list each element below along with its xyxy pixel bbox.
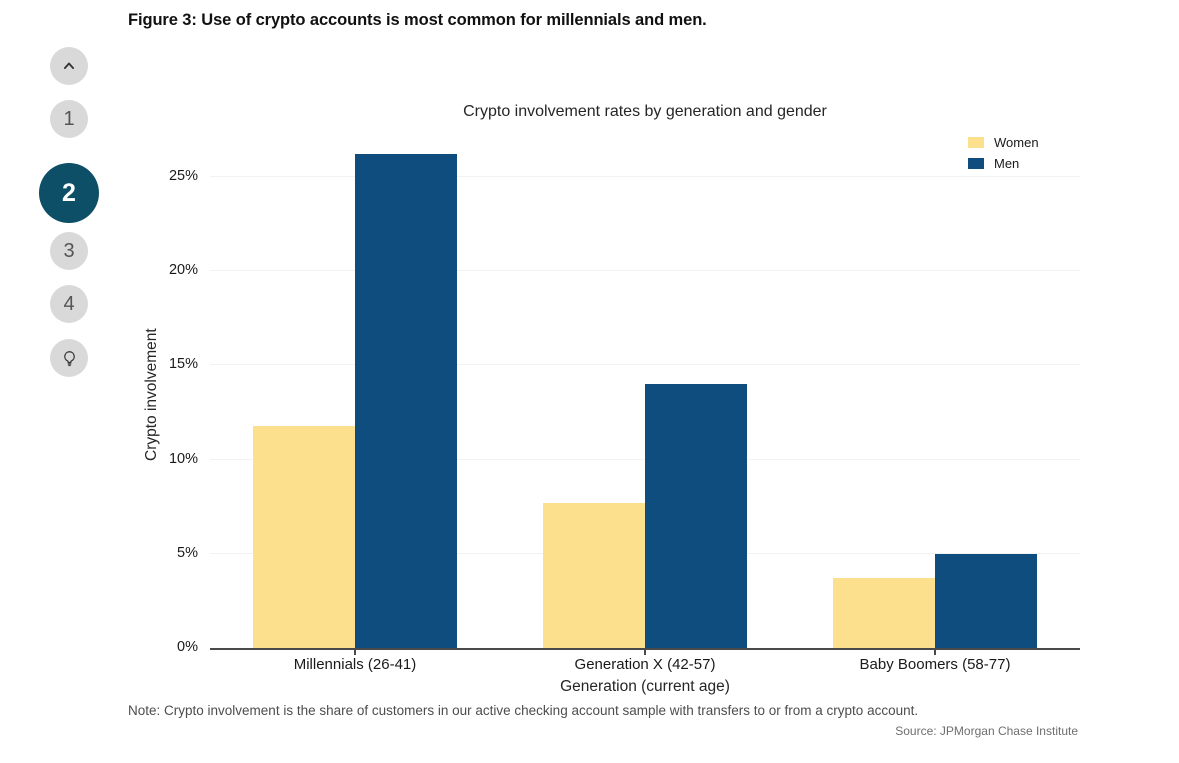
legend-item-women: Women [968, 132, 1039, 153]
gridline [210, 364, 1080, 366]
bar-women-3 [833, 578, 935, 648]
x-axis-tick [354, 650, 356, 655]
y-axis-title: Crypto involvement [143, 328, 160, 462]
legend-item-men: Men [968, 153, 1039, 174]
nav-insights-button[interactable] [50, 339, 88, 377]
footnote: Note: Crypto involvement is the share of… [128, 703, 919, 718]
y-tick-label: 25% [168, 168, 198, 185]
y-tick-label: 0% [177, 639, 198, 655]
x-axis-title: Generation (current age) [560, 678, 730, 695]
x-category-label: Baby Boomers (58-77) [859, 656, 1011, 673]
x-category-label: Millennials (26-41) [293, 656, 417, 673]
scroll-up-button[interactable] [50, 47, 88, 85]
nav-figure-4[interactable]: 4 [50, 285, 88, 323]
legend-label: Men [994, 156, 1020, 171]
plot-area [210, 130, 1080, 650]
chevron-up-icon [59, 56, 79, 76]
nav-figure-3[interactable]: 3 [50, 232, 88, 270]
legend-swatch [968, 137, 984, 148]
source-attribution: Source: JPMorgan Chase Institute [895, 724, 1078, 738]
bar-women-2 [543, 503, 645, 648]
legend: Women Men [968, 132, 1039, 174]
y-tick-label: 5% [177, 544, 198, 561]
x-category-label: Generation X (42-57) [574, 656, 716, 673]
gridline [210, 270, 1080, 272]
legend-label: Women [994, 135, 1039, 150]
chart-title: Crypto involvement rates by generation a… [463, 103, 827, 120]
x-axis-tick [644, 650, 646, 655]
nav-figure-1[interactable]: 1 [50, 100, 88, 138]
legend-swatch [968, 158, 984, 169]
gridline [210, 176, 1080, 178]
y-tick-label: 20% [168, 262, 198, 279]
bar-men-1 [355, 154, 457, 648]
figure-title: Figure 3: Use of crypto accounts is most… [128, 11, 707, 29]
y-tick-label: 15% [168, 356, 198, 373]
y-tick-label: 10% [168, 450, 198, 467]
x-axis-tick [934, 650, 936, 655]
bar-men-2 [645, 384, 747, 648]
lightbulb-icon [60, 349, 79, 368]
bar-women-1 [253, 426, 355, 648]
bar-men-3 [935, 554, 1037, 648]
nav-figure-2-active[interactable]: 2 [39, 163, 99, 223]
